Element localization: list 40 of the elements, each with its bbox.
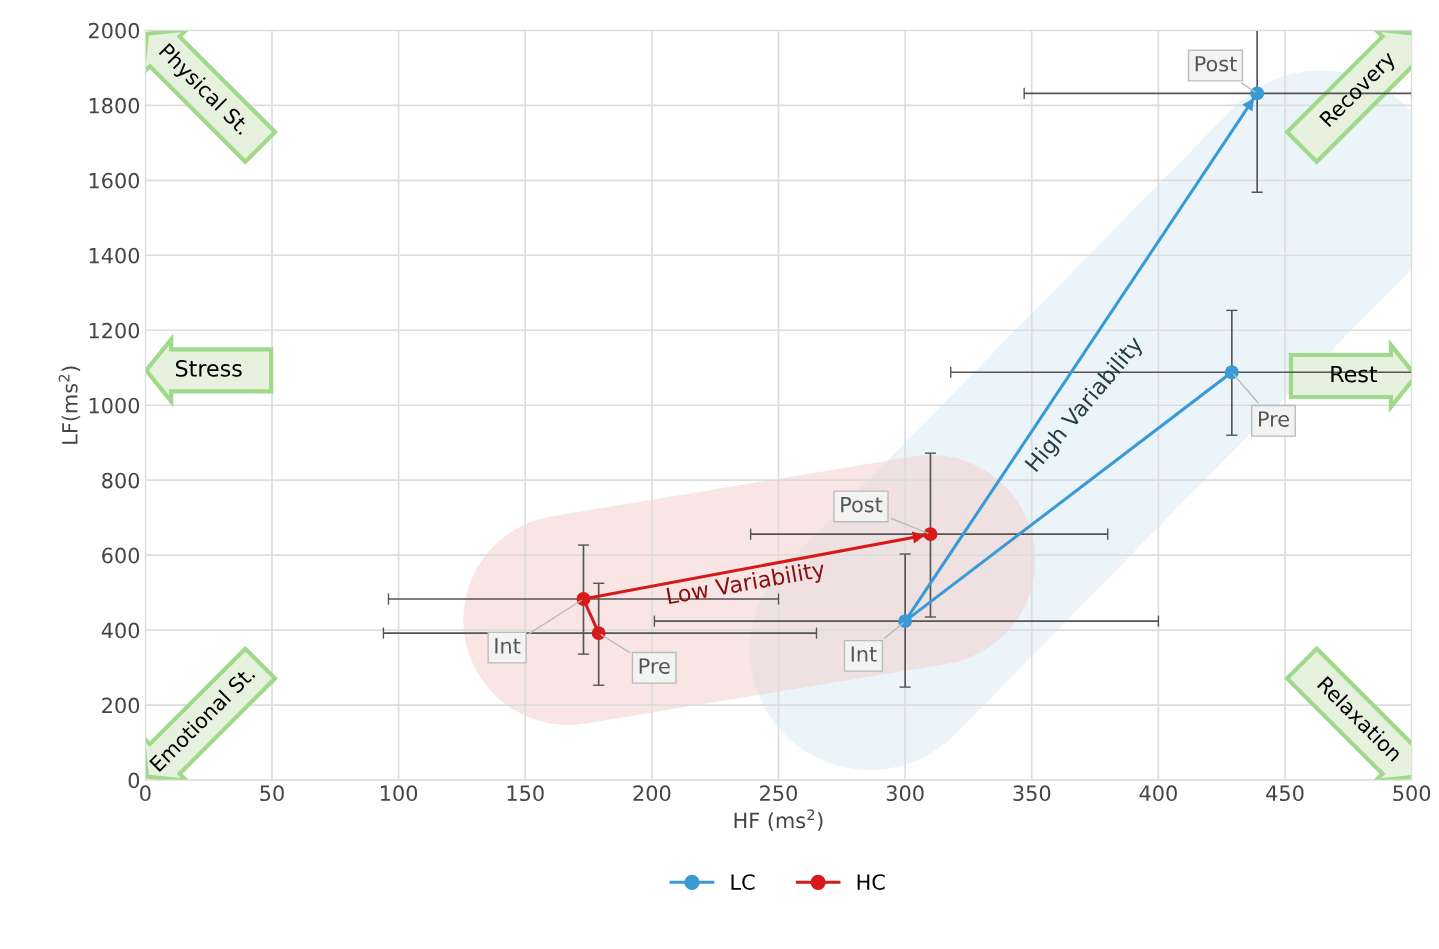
annotation: Pre	[1259, 411, 1289, 427]
x-tick-label: 100	[381, 785, 418, 802]
annotation: Low Variability	[666, 559, 827, 609]
y-tick-label: 1200	[89, 322, 140, 339]
legend-label: HC	[857, 874, 885, 890]
y-tick-label: 200	[102, 697, 140, 714]
y-tick-label: 0	[128, 772, 140, 789]
x-tick-label: 400	[1139, 785, 1177, 802]
annotation: Post	[841, 496, 883, 513]
y-tick-label: 400	[101, 622, 140, 639]
x-tick-label: 150	[507, 785, 544, 802]
x-tick-label: 350	[1013, 785, 1051, 802]
y-tick-label: 800	[102, 472, 140, 489]
x-tick-label: 250	[760, 785, 797, 802]
point	[898, 614, 913, 629]
x-tick-label: 300	[886, 785, 924, 802]
point	[1224, 365, 1239, 380]
x-tick-label: 50	[260, 785, 284, 802]
point	[923, 527, 938, 542]
y-tick-label: 2000	[88, 22, 140, 39]
annotation: Stress	[175, 360, 242, 377]
point	[1250, 86, 1265, 101]
annotation: Post	[1195, 56, 1237, 72]
point	[576, 592, 591, 606]
x-tick-label: 500	[1393, 785, 1431, 802]
x-tick-label: 450	[1266, 785, 1304, 802]
x-tick-label: 200	[633, 785, 671, 802]
y-tick-label: 1800	[89, 97, 140, 114]
annotation: Pre	[639, 658, 670, 674]
y-tick-label: 1600	[89, 172, 140, 189]
y-tick-label: 1400	[89, 247, 140, 264]
y-tick-label: 1000	[89, 397, 140, 414]
y-tick-label: 600	[102, 547, 140, 564]
x-tick-label: 0	[140, 785, 151, 802]
legend-label: LC	[731, 874, 755, 890]
annotation: Int	[495, 638, 521, 654]
point	[591, 626, 606, 641]
y-axis-title: LF(ms$^{2}$)	[58, 366, 81, 444]
x-axis-title: HF (ms$^{2}$)	[734, 809, 823, 831]
annotation: Int	[851, 646, 877, 662]
